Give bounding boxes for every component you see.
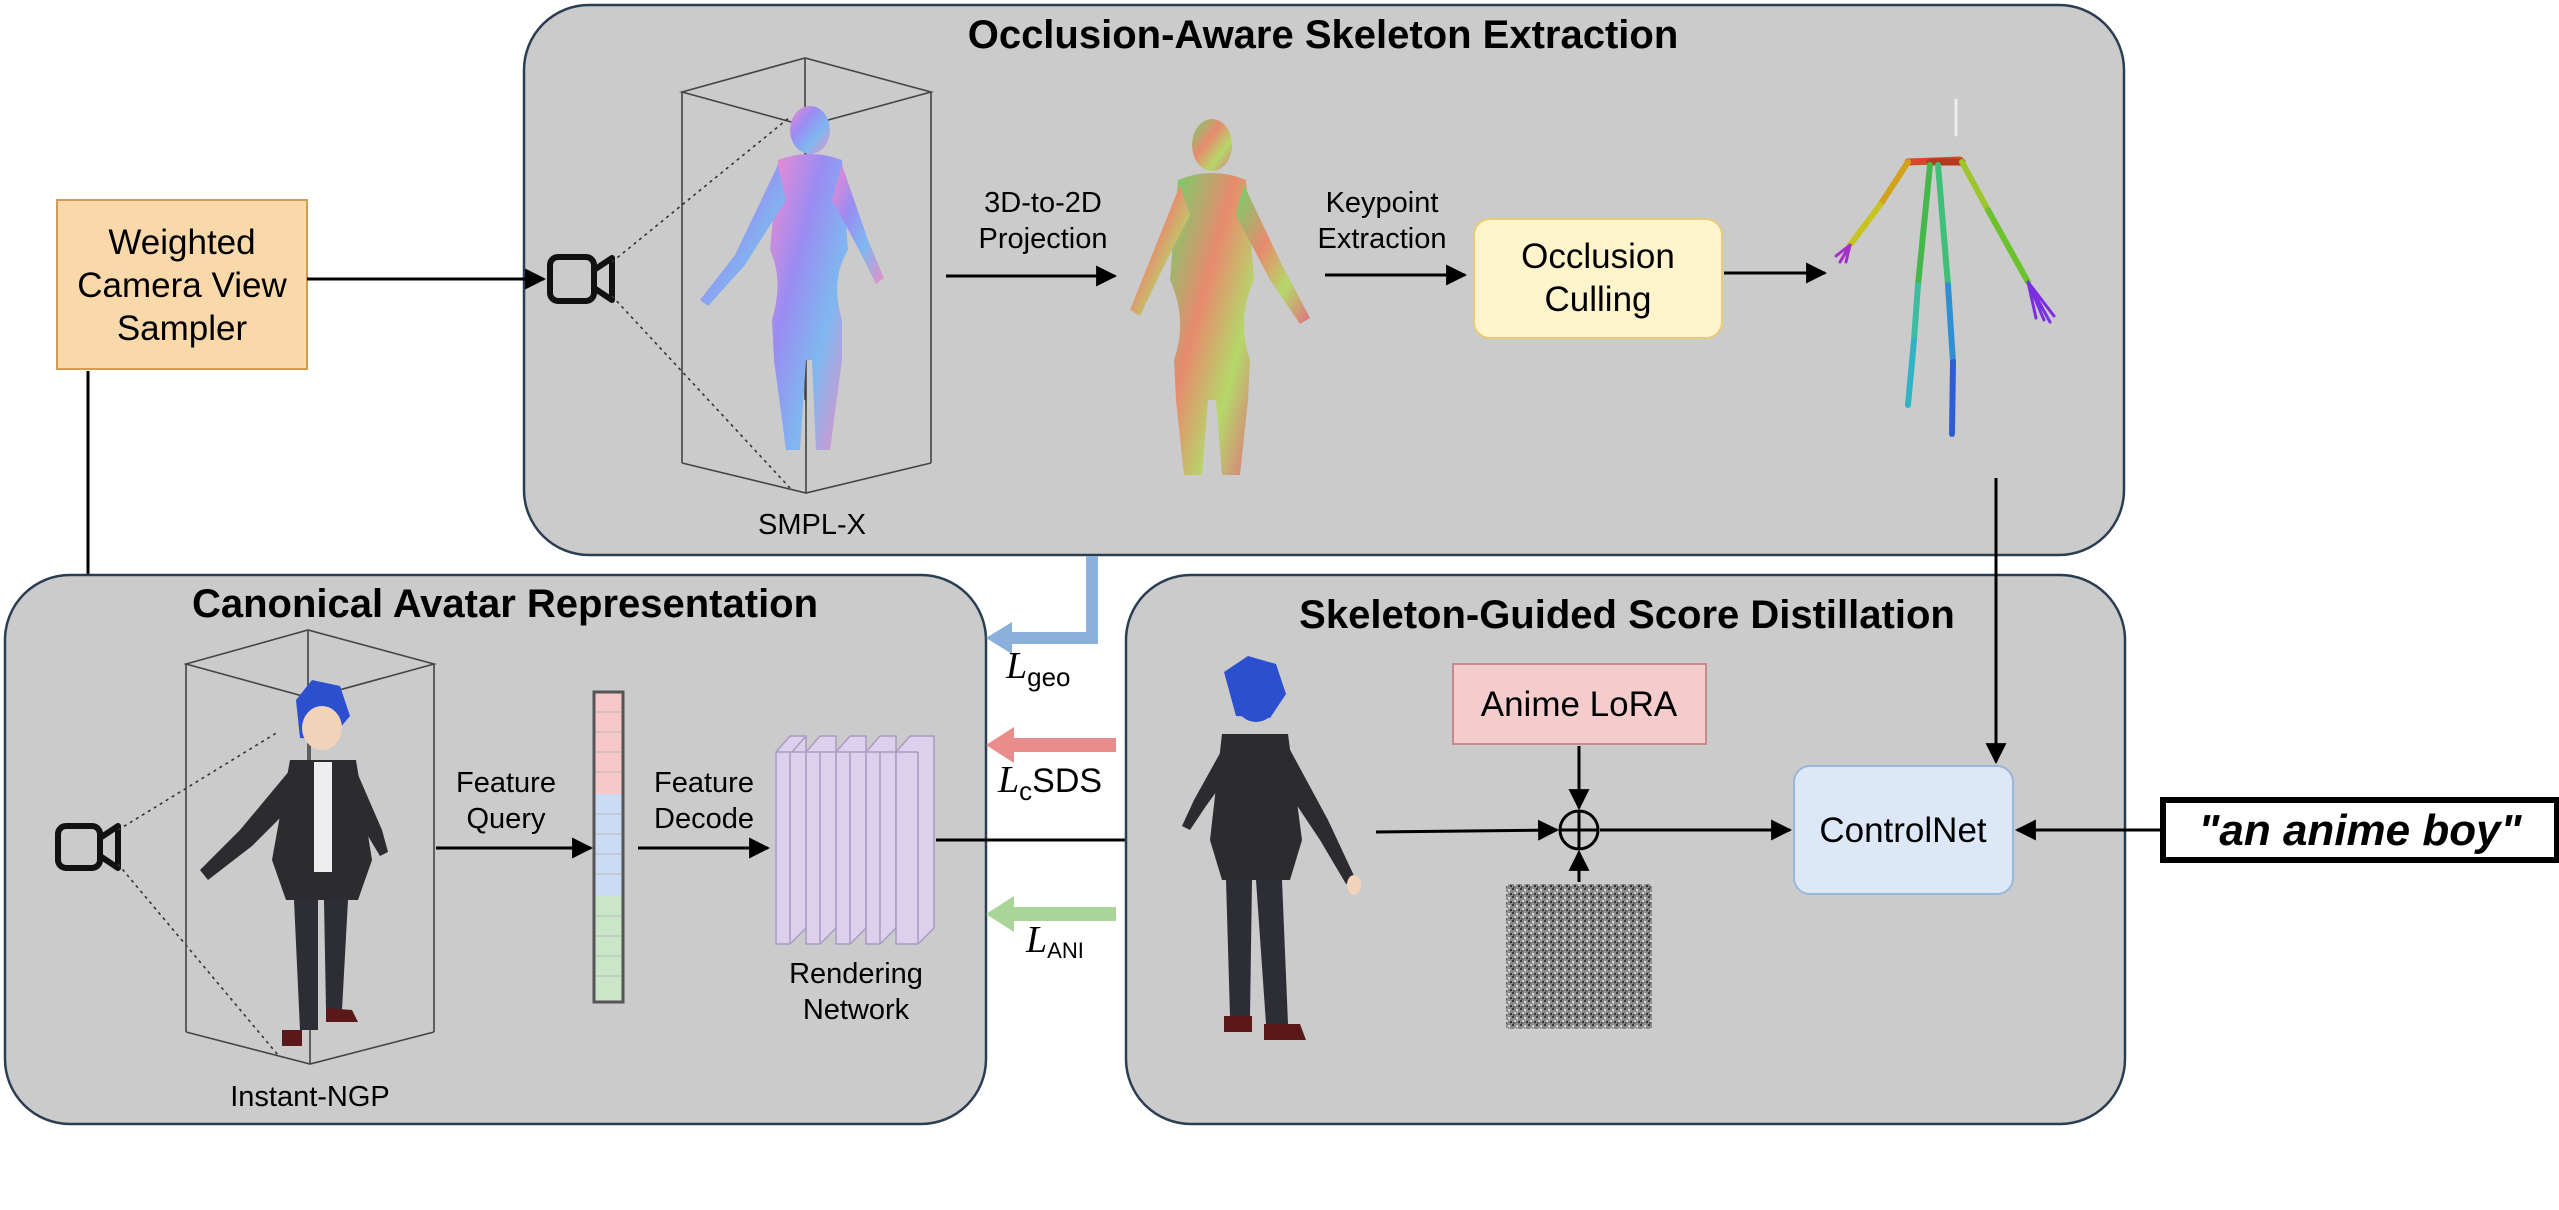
loss-sds: LcSDS (986, 727, 1116, 806)
feature-decode-label: Feature Decode (654, 767, 754, 835)
camera-icon (547, 254, 615, 304)
instant-ngp-caption: Instant-NGP (230, 1081, 390, 1113)
svg-text:Anime LoRA: Anime LoRA (1481, 685, 1678, 724)
svg-text:LANI: LANI (1025, 919, 1084, 963)
feature-query-label: Feature Query (456, 767, 556, 835)
camera-view-sampler-box: Weighted Camera View Sampler (56, 199, 308, 370)
svg-text:"an anime boy": "an anime boy" (2199, 806, 2523, 855)
panel-canonical-avatar: Canonical Avatar Representation (3, 573, 1157, 1126)
smplx-mesh-figure: SMPL-X (678, 57, 935, 541)
svg-text:ControlNet: ControlNet (1819, 811, 1987, 850)
panel-left-title: Canonical Avatar Representation (192, 582, 818, 626)
avatar-front (200, 680, 388, 1046)
projected-body-figure (1130, 119, 1310, 475)
keypoint-label: Keypoint Extraction (1318, 187, 1447, 255)
panel-score-distillation: Skeleton-Guided Score Distillation Anime… (1124, 573, 2127, 1126)
svg-text:Lgeo: Lgeo (1005, 645, 1071, 692)
text-prompt-box: "an anime boy" (2160, 797, 2559, 863)
mesh-body-normal-map (700, 106, 884, 450)
anime-lora-box: Anime LoRA (1452, 663, 1707, 745)
skeleton-figure (1834, 98, 2056, 437)
occlusion-culling-box: Occlusion Culling (1473, 218, 1723, 339)
panel-top-background (522, 3, 2126, 557)
projection-label: 3D-to-2D Projection (979, 187, 1108, 255)
panel-top-title: Occlusion-Aware Skeleton Extraction (968, 13, 1679, 57)
noise-image (1506, 884, 1652, 1029)
loss-geo: Lgeo (986, 556, 1098, 692)
sum-node (1558, 809, 1600, 851)
panel-skeleton-extraction: Occlusion-Aware Skeleton Extraction SMPL… (522, 3, 2126, 557)
instant-ngp-figure: Instant-NGP (182, 629, 438, 1113)
panel-right-title: Skeleton-Guided Score Distillation (1299, 593, 1955, 637)
rendering-network: Rendering Network (775, 735, 935, 1026)
smplx-caption: SMPL-X (758, 509, 866, 541)
loss-ani: LANI (986, 896, 1116, 963)
svg-text:LcSDS: LcSDS (997, 759, 1102, 806)
image-to-sum-arrow (1375, 819, 1560, 841)
camera-icon (55, 823, 121, 871)
feature-vector (592, 690, 625, 1004)
controlnet-box: ControlNet (1793, 765, 2014, 895)
panel-right-background (1124, 573, 2127, 1126)
rendered-avatar-back (1182, 656, 1361, 1040)
